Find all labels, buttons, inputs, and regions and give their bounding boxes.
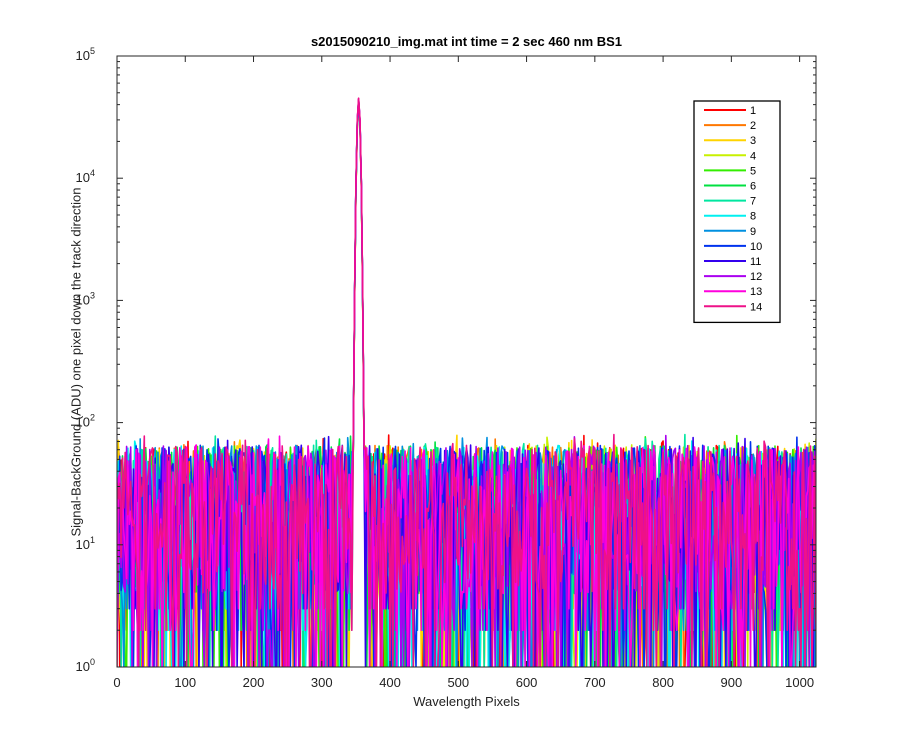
y-tick-label: 104 <box>76 168 95 185</box>
legend-label-4: 4 <box>750 150 756 162</box>
legend-label-1: 1 <box>750 105 756 117</box>
y-tick-base: 10 <box>76 537 90 552</box>
y-tick-exponent: 1 <box>90 535 95 545</box>
x-tick-label: 700 <box>584 675 606 690</box>
x-tick-label: 1000 <box>785 675 814 690</box>
x-tick-label: 900 <box>721 675 743 690</box>
y-tick-exponent: 4 <box>90 168 95 178</box>
legend-label-14: 14 <box>750 301 762 313</box>
legend-label-8: 8 <box>750 211 756 223</box>
y-tick-label: 105 <box>76 46 95 63</box>
y-tick-label: 102 <box>76 413 95 430</box>
y-tick-base: 10 <box>76 415 90 430</box>
x-tick-label: 400 <box>379 675 401 690</box>
legend-label-10: 10 <box>750 241 762 253</box>
legend-label-5: 5 <box>750 165 756 177</box>
x-tick-label: 0 <box>113 675 120 690</box>
legend-label-12: 12 <box>750 271 762 283</box>
x-tick-label: 300 <box>311 675 333 690</box>
legend-label-11: 11 <box>750 256 761 268</box>
y-tick-base: 10 <box>76 292 90 307</box>
legend-label-9: 9 <box>750 226 756 238</box>
x-tick-label: 600 <box>516 675 538 690</box>
chart-title: s2015090210_img.mat int time = 2 sec 460… <box>310 34 623 49</box>
x-axis-label: Wavelength Pixels <box>413 694 520 709</box>
y-axis-label: Signal-BackGround (ADU) one pixel down t… <box>68 187 84 537</box>
x-tick-label: 200 <box>243 675 265 690</box>
legend-label-2: 2 <box>750 120 756 132</box>
legend-label-3: 3 <box>750 135 756 147</box>
x-tick-label: 100 <box>174 675 196 690</box>
plot-frame <box>116 55 817 668</box>
legend-label-13: 13 <box>750 286 762 298</box>
y-tick-exponent: 3 <box>90 290 95 300</box>
legend-box <box>693 100 781 324</box>
y-tick-base: 10 <box>76 48 90 63</box>
legend-label-7: 7 <box>750 196 756 208</box>
y-tick-label: 100 <box>76 657 95 674</box>
y-tick-exponent: 5 <box>90 46 95 56</box>
x-tick-label: 500 <box>447 675 469 690</box>
y-tick-base: 10 <box>76 659 90 674</box>
series-group <box>117 97 816 667</box>
y-tick-label: 103 <box>76 290 95 307</box>
series-line-14 <box>117 97 816 667</box>
legend-label-6: 6 <box>750 181 756 193</box>
y-tick-exponent: 0 <box>90 657 95 667</box>
y-tick-base: 10 <box>76 170 90 185</box>
x-tick-label: 800 <box>652 675 674 690</box>
y-tick-label: 101 <box>76 535 95 552</box>
y-tick-exponent: 2 <box>90 413 95 423</box>
